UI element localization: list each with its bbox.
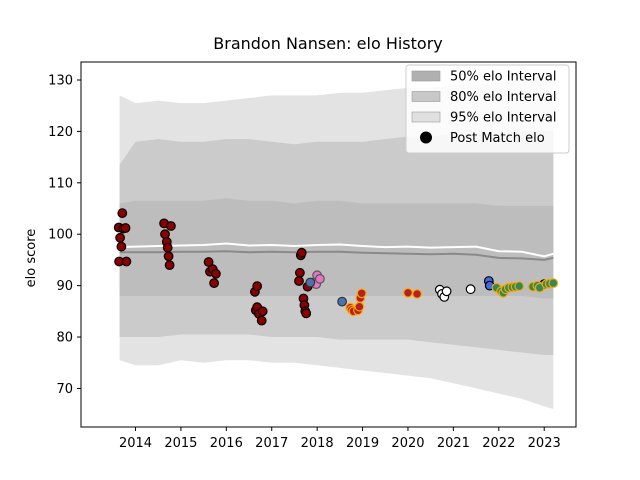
data-point	[120, 223, 131, 233]
data-point	[163, 251, 174, 262]
legend-label: Post Match elo	[450, 131, 545, 146]
data-point	[296, 247, 307, 258]
legend-marker	[420, 131, 432, 144]
data-point	[356, 288, 367, 299]
x-tick-label: 2014	[119, 436, 152, 451]
plot-area	[113, 77, 559, 410]
y-tick-label: 110	[48, 176, 73, 191]
data-point	[295, 267, 305, 278]
data-point	[256, 315, 267, 326]
mean-elo-line	[119, 242, 554, 258]
x-tick-label: 2015	[164, 436, 197, 451]
x-tick-label: 2023	[528, 436, 561, 451]
data-point	[305, 277, 316, 288]
data-point	[210, 268, 221, 279]
data-point	[115, 232, 125, 243]
y-tick-label: 80	[56, 331, 73, 346]
legend-swatch	[411, 111, 441, 123]
data-point	[209, 278, 220, 289]
x-tick-label: 2018	[301, 436, 334, 451]
legend: 50% elo Interval 80% elo Interval 95% elo …	[405, 64, 570, 154]
data-point	[412, 289, 423, 299]
data-point	[403, 287, 413, 298]
x-tick-label: 2017	[255, 436, 288, 451]
legend-label: 95% elo Interval	[450, 111, 557, 126]
y-tick-label: 90	[56, 279, 73, 294]
data-point	[441, 286, 452, 297]
y-tick-label: 70	[56, 382, 73, 397]
data-point	[252, 281, 263, 292]
y-tick-label: 120	[48, 125, 73, 140]
data-point	[257, 306, 268, 317]
x-tick-label: 2020	[391, 436, 424, 451]
chart-title: Brandon Nansen: elo History	[213, 34, 442, 53]
data-point	[117, 208, 128, 219]
legend-label: 80% elo Interval	[450, 90, 557, 105]
legend-swatch	[411, 70, 441, 82]
x-tick-label: 2021	[437, 436, 470, 451]
data-point	[465, 284, 476, 295]
data-point	[203, 257, 214, 267]
median-elo-line	[119, 250, 554, 261]
data-point	[165, 221, 176, 231]
x-tick-label: 2019	[346, 436, 379, 451]
data-point	[548, 278, 559, 289]
data-point	[164, 260, 175, 271]
data-point	[121, 256, 132, 267]
legend-swatch	[411, 91, 441, 102]
y-tick-label: 100	[48, 228, 73, 243]
axes-frame	[80, 61, 577, 428]
legend-label: 50% elo Interval	[450, 70, 557, 85]
legend-box	[405, 64, 570, 154]
y-axis-label: elo score	[24, 229, 39, 288]
band-50-interval	[119, 198, 554, 299]
data-point	[354, 301, 365, 312]
data-point	[294, 276, 304, 286]
data-point	[337, 296, 348, 307]
data-point	[162, 242, 173, 253]
data-point	[116, 241, 127, 252]
y-tick-label: 130	[48, 73, 73, 88]
data-point	[315, 274, 325, 284]
x-tick-label: 2016	[210, 436, 243, 451]
axes: 2014 2015 2016 2017 2018 2019 2020 2021 2022 2023…	[48, 61, 577, 451]
data-point	[301, 308, 312, 319]
data-point	[514, 281, 525, 292]
x-tick-label: 2022	[482, 436, 515, 451]
